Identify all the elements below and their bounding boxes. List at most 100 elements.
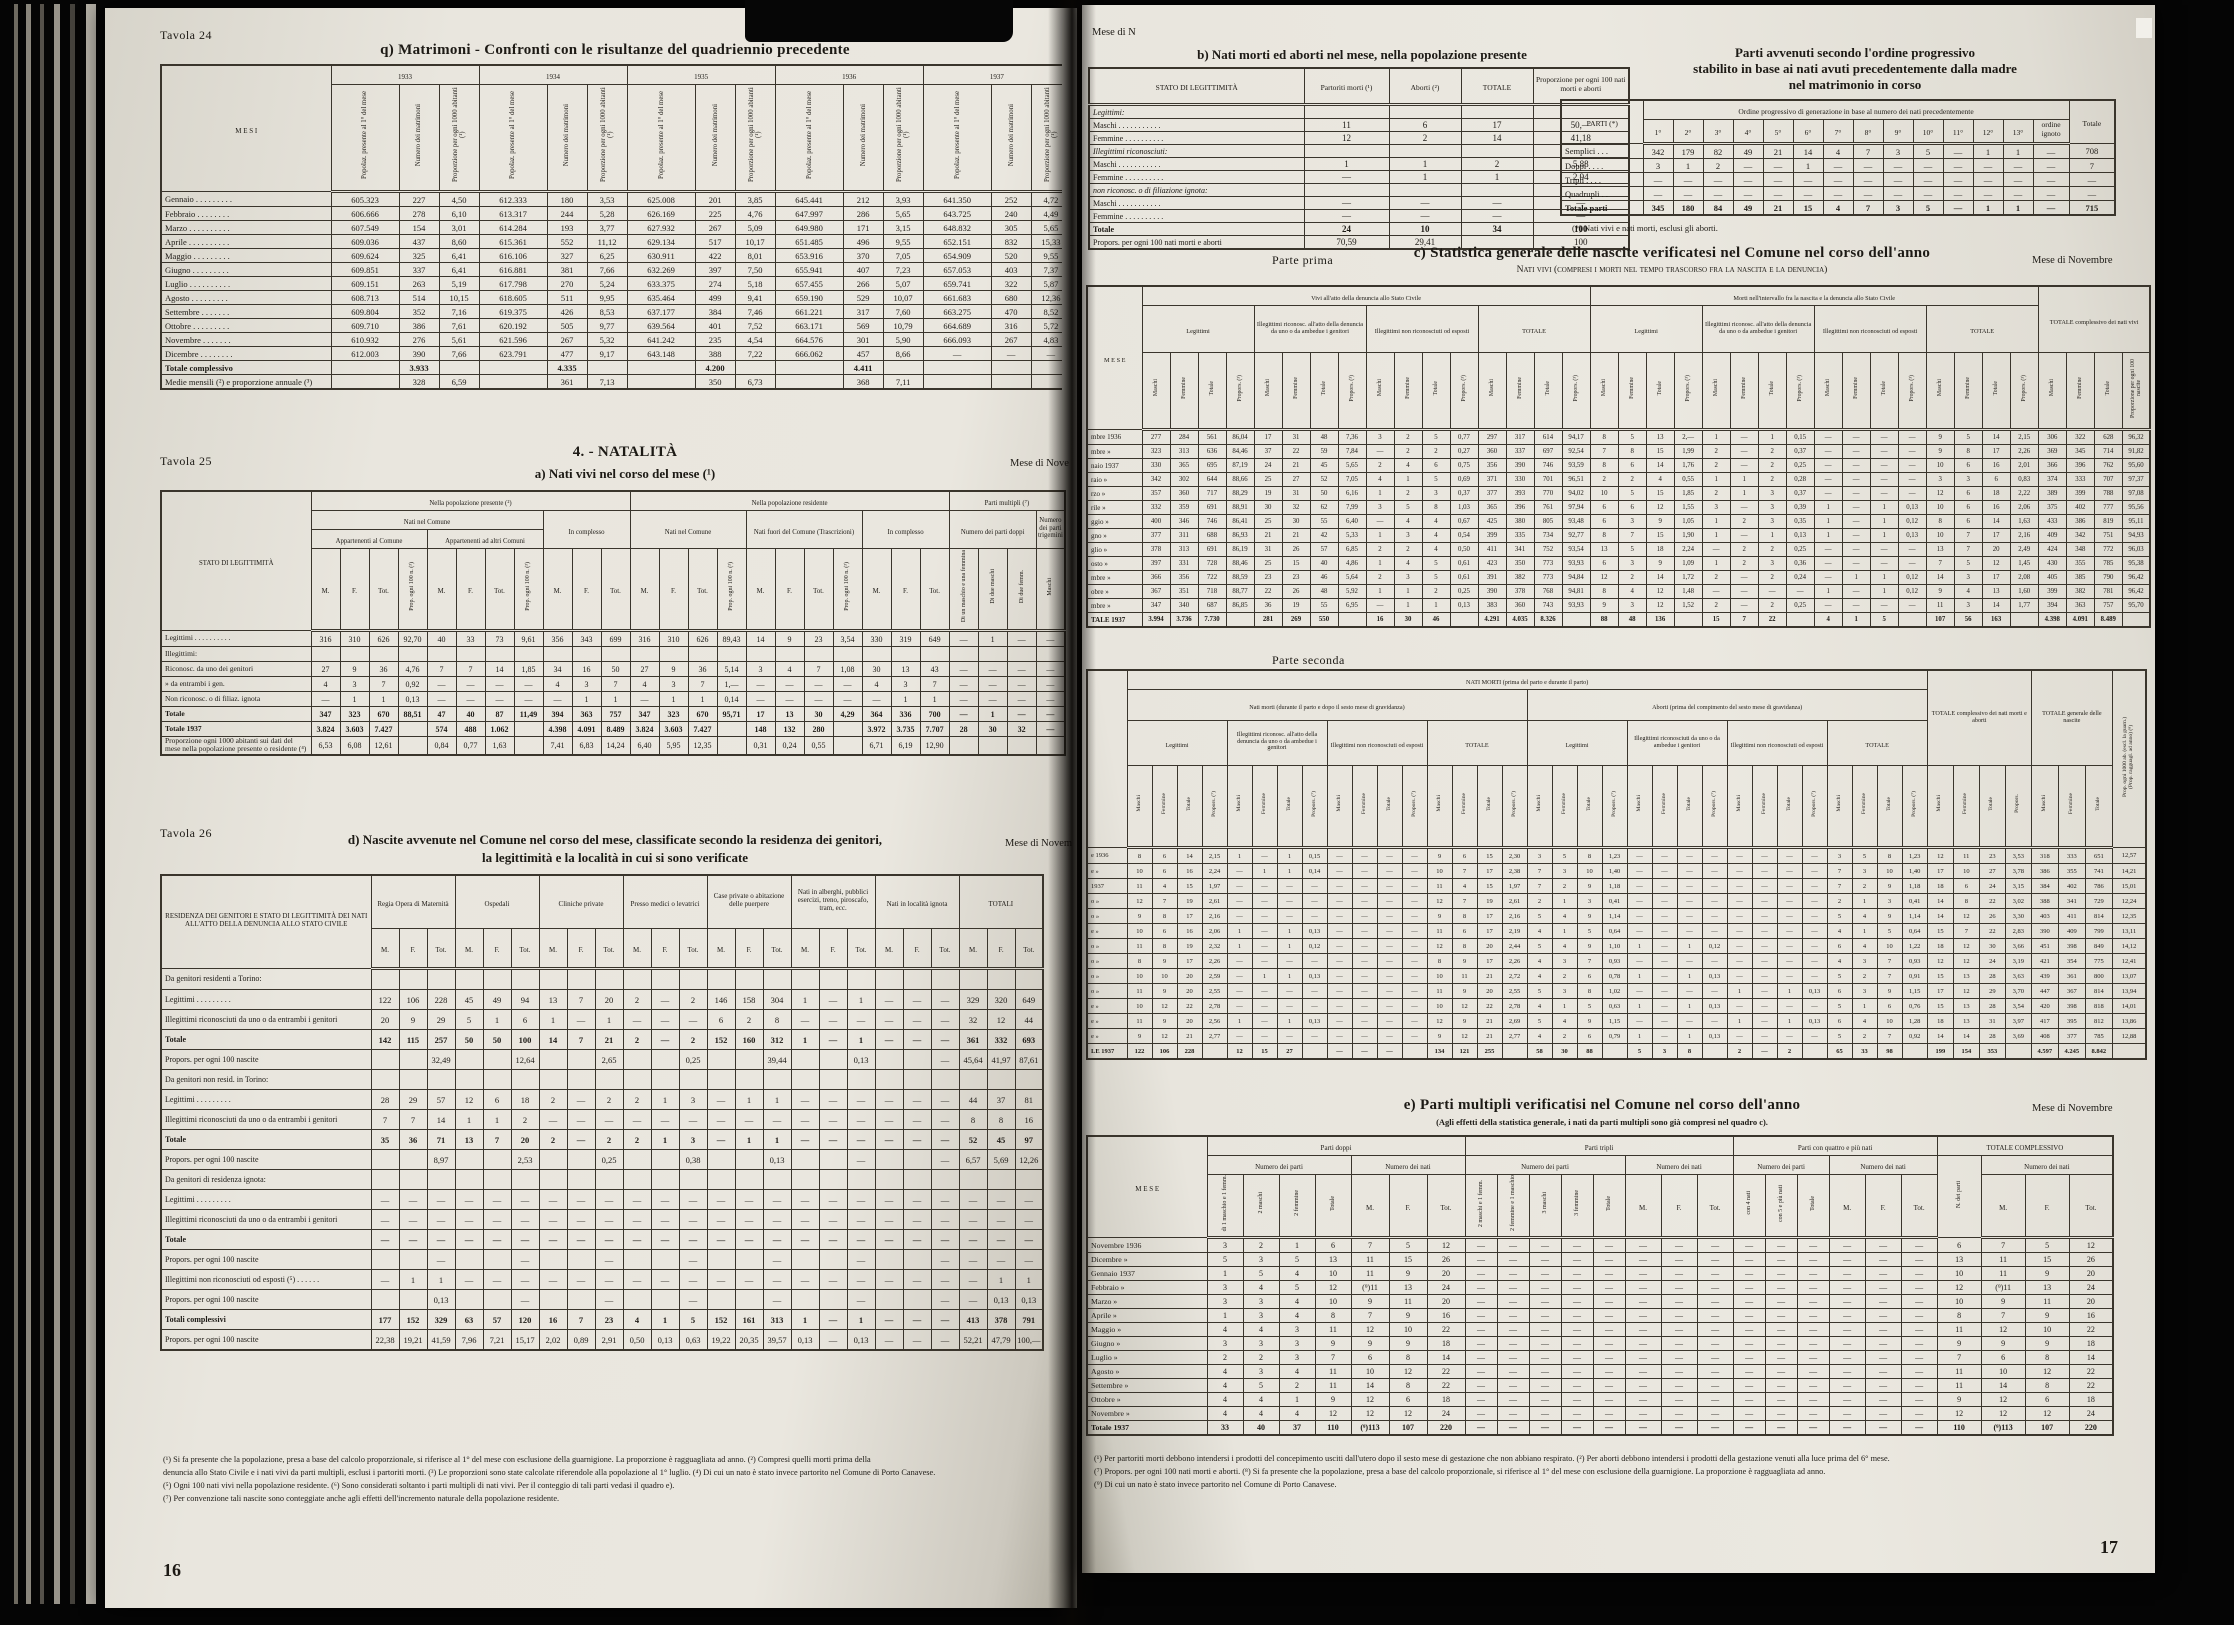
data-cell: 4 [622,1309,652,1330]
header-cell: M. [426,548,457,632]
data-cell: 52 [1309,472,1339,487]
data-cell: 4 [1242,1392,1280,1408]
data-cell: 23 [1281,570,1311,585]
data-cell: 26 [1281,584,1311,599]
data-cell: 2 [1851,1028,1878,1044]
data-cell: 30 [1978,938,2006,954]
data-cell [977,646,1008,662]
data-cell: 2 [538,1129,568,1150]
data-cell: 714 [2093,444,2123,459]
data-cell: 2 [538,1089,568,1110]
data-cell: — [1751,847,1778,864]
data-cell: 370 [842,248,884,263]
header-label: con 5 e più nati [1777,1184,1784,1222]
data-cell: 609.624 [330,248,400,263]
header-label: F. [1405,1203,1411,1212]
data-cell: — [482,1229,512,1250]
data-cell: 13 [1925,542,1955,557]
data-cell: 357 [1141,486,1171,501]
data-cell: 3 [678,1129,708,1150]
data-cell: 6 [1589,500,1619,515]
data-cell: — [1764,1350,1798,1366]
data-cell: 269 [1281,612,1311,628]
data-cell: 1,85 [1673,486,1703,501]
data-cell: 1 [454,1109,484,1130]
data-cell: 1,23 [1601,847,1628,864]
data-cell: — [1751,953,1778,969]
header-label: F. [662,946,668,955]
data-cell: 180 [1672,200,1704,216]
data-cell: 1 [1869,584,1899,599]
data-cell [1388,183,1462,197]
data-cell: — [1701,923,1728,939]
data-cell: 639.564 [626,318,696,333]
data-cell [339,646,370,662]
data-cell: 317 [1505,429,1535,445]
data-cell: 2 [1729,514,1759,529]
header-cell: Totale [1197,352,1227,431]
header-label: Parti con quattro e più nati [1797,1144,1873,1152]
data-cell: 1 [482,1109,512,1130]
data-cell: 1 [1869,528,1899,543]
data-cell: 4 [1551,938,1578,954]
data-cell: 304 [762,989,792,1010]
data-cell: 1,02 [1601,983,1628,999]
data-cell: — [1732,1266,1766,1282]
data-cell: — [1852,158,1884,173]
data-cell: 5 [1388,1237,1428,1254]
data-cell: 9 [1980,1294,2026,1310]
header-cell: TOTALE generale delle nascite [2030,669,2113,766]
data-cell: — [930,989,960,1010]
header-label: Nati nel Comune [664,528,712,536]
data-cell: 1,40 [1901,863,1928,879]
data-cell: 12 [1314,1280,1352,1296]
data-cell: — [1696,1420,1734,1436]
data-cell: — [1528,1406,1562,1422]
data-cell: 11 [1936,1364,1982,1380]
data-cell: 44 [958,1089,988,1110]
data-cell [594,1169,624,1190]
data-cell: 228 [426,989,456,1010]
data-cell: 7 [1980,1308,2026,1324]
data-cell: 17 [1981,528,2011,543]
header-cell: Femmine [1851,765,1878,849]
data-cell: 270 [546,276,588,291]
data-cell: 2 [1757,458,1787,473]
data-cell: 12 [1426,893,1453,909]
data-cell: 3 [1421,486,1451,501]
header-label: Appartenenti al Comune [335,538,403,545]
header-label: Prop. ogni 100 n. (³) [409,562,416,611]
data-cell: — [1326,983,1353,999]
data-cell: — [1726,923,1753,939]
data-cell: 29 [1978,983,2006,999]
data-cell [902,1069,932,1090]
data-cell: 5 [1526,983,1553,999]
data-cell: — [818,989,848,1010]
data-cell: — [1702,186,1734,201]
data-cell: 49 [482,989,512,1010]
data-cell: 266 [842,276,884,291]
data-cell: 11 [1980,1266,2026,1282]
data-cell: — [1660,1280,1698,1296]
data-cell: 7 [1451,893,1478,909]
data-cell: 286 [842,206,884,221]
header-label: Maschi [1376,379,1383,397]
data-cell: 1 [846,989,876,1010]
data-cell: 405 [2037,570,2067,585]
header-label: Maschi [1488,379,1495,397]
data-cell: 708 [2068,143,2116,159]
data-cell: 1 [1226,938,1253,954]
data-cell [510,968,540,990]
header-label: M E S E [1135,1185,1160,1194]
header-cell: 1° [1642,119,1674,145]
data-cell: — [1696,1322,1734,1338]
data-cell: — [1764,1252,1798,1268]
data-cell: — [1014,1209,1044,1230]
header-label: Numero dei matrimoni [859,103,867,167]
header-cell: Popolaz. presente al 1° del mese [478,84,548,193]
data-cell: 385 [2065,570,2095,585]
data-cell: 693 [1014,1029,1044,1050]
header-label: Illegittimi non riconosciuti od esposti [1730,742,1824,749]
header-label: M. [1366,1203,1374,1212]
data-cell: 0,13 [846,1329,876,1351]
